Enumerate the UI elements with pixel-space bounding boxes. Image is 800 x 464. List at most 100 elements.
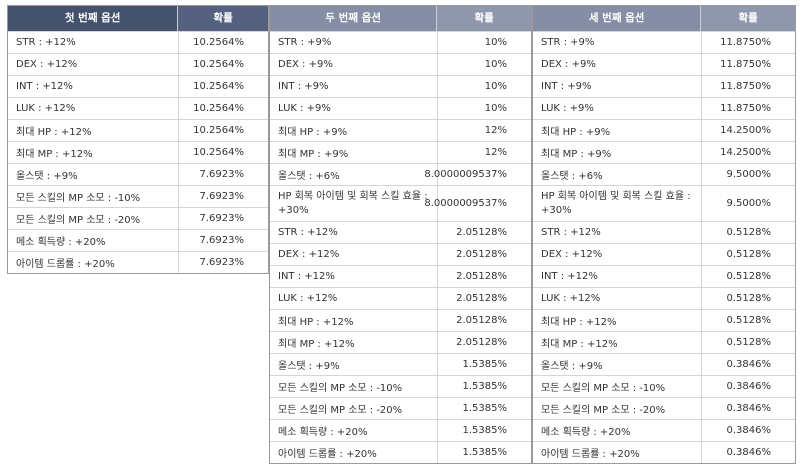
probability-cell: 0.5128%: [701, 244, 795, 265]
option-cell: 모든 스킬의 MP 소모 : -10%: [278, 383, 403, 394]
option-cell: 올스탯 : +6%: [541, 171, 603, 182]
probability-cell: 8.0000009537%: [424, 186, 531, 221]
option-cell: DEX : +12%: [278, 249, 340, 260]
probability-cell: 12%: [437, 120, 531, 141]
table-row: 최대 MP : +9% 14.2500%: [533, 141, 795, 163]
option-cell: LUK : +12%: [16, 103, 76, 114]
table-row: 모든 스킬의 MP 소모 : -20% 0.3846%: [533, 397, 795, 419]
table-row: 모든 스킬의 MP 소모 : -10% 1.5385%: [270, 375, 531, 397]
option-cell: 모든 스킬의 MP 소모 : -10%: [541, 383, 666, 394]
table-row: 아이템 드롭률 : +20% 1.5385%: [270, 441, 531, 463]
table-row: LUK : +9% 10%: [270, 97, 531, 119]
option-cell: 최대 MP : +12%: [16, 149, 93, 160]
probability-cell: 0.5128%: [701, 332, 795, 353]
first-option-table: 첫 번째 옵션 확률 STR : +12% 10.2564% DEX : +12% 1…: [7, 5, 269, 274]
probability-cell: 0.3846%: [701, 442, 795, 463]
table-row: STR : +12% 2.05128%: [270, 221, 531, 243]
table-row: 올스탯 : +6% 9.5000%: [533, 163, 795, 185]
probability-cell: 11.8750%: [701, 76, 795, 97]
option-cell: 아이템 드롭률 : +20%: [541, 449, 640, 460]
probability-cell: 14.2500%: [701, 142, 795, 163]
probability-cell: 0.5128%: [701, 310, 795, 331]
second-option-table: 두 번째 옵션 확률 STR : +9% 10% DEX : +9% 10% INT :…: [269, 5, 532, 464]
probability-cell: 1.5385%: [437, 354, 531, 375]
probability-cell: 10.2564%: [178, 120, 268, 141]
table-row: 올스탯 : +9% 7.6923%: [8, 163, 268, 185]
table-body: STR : +9% 11.8750% DEX : +9% 11.8750% INT : …: [533, 31, 795, 463]
probability-column-header: 확률: [700, 6, 795, 31]
probability-cell: 11.8750%: [701, 98, 795, 119]
table-row: STR : +12% 0.5128%: [533, 221, 795, 243]
option-cell: 모든 스킬의 MP 소모 : -20%: [16, 215, 141, 226]
table-row: 올스탯 : +9% 1.5385%: [270, 353, 531, 375]
option-cell: 모든 스킬의 MP 소모 : -20%: [541, 405, 666, 416]
table-row: HP 회복 아이템 및 회복 스킬 효율 : +30% 9.5000%: [533, 185, 795, 221]
probability-cell: 10%: [437, 54, 531, 75]
table-row: 모든 스킬의 MP 소모 : -10% 7.6923%: [8, 185, 268, 207]
option-cell: DEX : +9%: [541, 59, 596, 70]
option-cell: LUK : +9%: [278, 103, 331, 114]
probability-cell: 0.5128%: [701, 266, 795, 287]
table-row: 모든 스킬의 MP 소모 : -10% 0.3846%: [533, 375, 795, 397]
option-cell: 최대 HP : +12%: [16, 127, 92, 138]
probability-cell: 7.6923%: [178, 230, 268, 251]
table-row: 최대 MP : +12% 2.05128%: [270, 331, 531, 353]
option-cell: 아이템 드롭률 : +20%: [16, 259, 115, 270]
table-row: LUK : +12% 0.5128%: [533, 287, 795, 309]
option-cell: INT : +12%: [278, 271, 335, 282]
probability-cell: 10.2564%: [178, 98, 268, 119]
probability-cell: 0.5128%: [701, 288, 795, 309]
option-cell: HP 회복 아이템 및 회복 스킬 효율 : +30%: [541, 191, 691, 216]
option-cell: DEX : +12%: [16, 59, 78, 70]
option-column-header: 세 번째 옵션: [533, 6, 701, 31]
table-row: STR : +9% 10%: [270, 31, 531, 53]
option-cell: INT : +12%: [541, 271, 598, 282]
option-cell: 최대 MP : +12%: [278, 339, 355, 350]
table-body: STR : +12% 10.2564% DEX : +12% 10.2564% INT …: [8, 31, 268, 273]
table-row: 최대 HP : +12% 2.05128%: [270, 309, 531, 331]
probability-cell: 0.3846%: [701, 398, 795, 419]
table-row: 메소 획득량 : +20% 7.6923%: [8, 229, 268, 251]
probability-cell: 10%: [437, 98, 531, 119]
option-cell: DEX : +9%: [278, 59, 333, 70]
table-row: INT : +12% 2.05128%: [270, 265, 531, 287]
option-cell: 최대 MP : +12%: [541, 339, 618, 350]
table-row: LUK : +12% 10.2564%: [8, 97, 268, 119]
table-row: 올스탯 : +9% 0.3846%: [533, 353, 795, 375]
option-cell: LUK : +12%: [541, 293, 601, 304]
probability-cell: 0.5128%: [701, 222, 795, 243]
table-row: 메소 획득량 : +20% 1.5385%: [270, 419, 531, 441]
probability-cell: 0.3846%: [701, 420, 795, 441]
option-cell: 최대 HP : +9%: [278, 127, 348, 138]
table-row: DEX : +12% 10.2564%: [8, 53, 268, 75]
probability-cell: 10%: [437, 76, 531, 97]
probability-cell: 2.05128%: [437, 266, 531, 287]
option-cell: INT : +9%: [278, 81, 329, 92]
option-cell: 올스탯 : +9%: [16, 171, 78, 182]
probability-cell: 10%: [437, 32, 531, 53]
probability-cell: 2.05128%: [437, 310, 531, 331]
third-option-table: 세 번째 옵션 확률 STR : +9% 11.8750% DEX : +9% 11.…: [532, 5, 796, 464]
table-row: INT : +9% 10%: [270, 75, 531, 97]
probability-cell: 0.3846%: [701, 354, 795, 375]
table-row: 올스탯 : +6% 8.0000009537%: [270, 163, 531, 185]
table-row: 모든 스킬의 MP 소모 : -20% 7.6923%: [8, 207, 268, 229]
option-cell: 모든 스킬의 MP 소모 : -20%: [278, 405, 403, 416]
table-row: HP 회복 아이템 및 회복 스킬 효율 : +30% 8.0000009537%: [270, 185, 531, 221]
table-header: 세 번째 옵션 확률: [533, 6, 795, 31]
option-cell: 최대 MP : +9%: [541, 149, 612, 160]
table-row: STR : +12% 10.2564%: [8, 31, 268, 53]
probability-cell: 9.5000%: [701, 186, 795, 221]
option-cell: 올스탯 : +9%: [541, 361, 603, 372]
option-cell: INT : +9%: [541, 81, 592, 92]
probability-column-header: 확률: [177, 6, 268, 31]
table-row: INT : +12% 0.5128%: [533, 265, 795, 287]
table-row: 최대 HP : +9% 12%: [270, 119, 531, 141]
table-row: INT : +12% 10.2564%: [8, 75, 268, 97]
option-cell: LUK : +9%: [541, 103, 594, 114]
option-cell: STR : +12%: [278, 227, 338, 238]
table-row: LUK : +12% 2.05128%: [270, 287, 531, 309]
option-cell: 올스탯 : +9%: [278, 361, 340, 372]
table-row: STR : +9% 11.8750%: [533, 31, 795, 53]
probability-cell: 10.2564%: [178, 76, 268, 97]
